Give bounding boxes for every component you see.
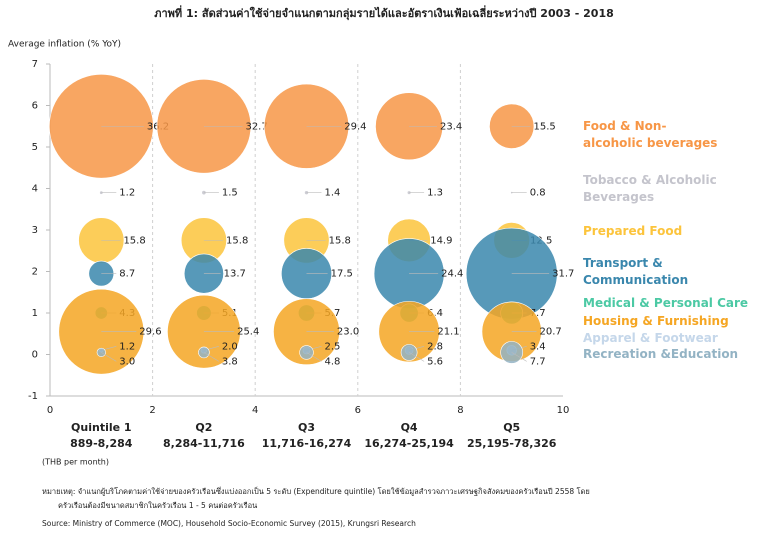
y-tick-label: 5: [32, 142, 38, 153]
value-label: 1.5: [222, 188, 238, 199]
chart-title: ภาพที่ 1: สัดส่วนค่าใช้จ่ายจำแนกตามกลุ่ม…: [154, 5, 614, 21]
x-note: (THB per month): [42, 458, 109, 467]
y-tick-label: 1: [32, 308, 38, 319]
legend-entry: Tobacco & Alcoholic Beverages: [583, 173, 717, 204]
value-label: 15.8: [123, 235, 145, 246]
x-tick-label: 0: [47, 405, 53, 416]
value-label: 2.5: [325, 341, 341, 352]
y-tick-label: 6: [32, 101, 38, 112]
legend-entry: Medical & Personal Care: [583, 296, 749, 310]
category-label: Q3: [298, 421, 315, 434]
value-label: 23.0: [337, 327, 359, 338]
y-tick-label: 7: [32, 59, 38, 70]
value-label: 0.8: [530, 188, 546, 199]
value-label: 32.7: [245, 121, 267, 132]
category-range: 16,274-25,194: [364, 437, 454, 450]
y-tick-label: -1: [28, 391, 38, 402]
value-label: 7.7: [530, 308, 546, 319]
value-label: 31.7: [552, 269, 574, 280]
y-axis-label: Average inflation (% YoY): [8, 40, 121, 50]
legend-entry: Prepared Food: [583, 224, 683, 238]
legend-entry: Housing & Furnishing: [583, 314, 729, 328]
value-label: 15.8: [329, 235, 351, 246]
category-range: 889-8,284: [70, 437, 133, 450]
value-label: 1.4: [325, 188, 341, 199]
value-label: 1.2: [119, 341, 135, 352]
value-label: 20.7: [539, 327, 561, 338]
value-label: 2.0: [222, 341, 238, 352]
value-label: 29.6: [139, 327, 161, 338]
value-label: 5.6: [427, 356, 443, 367]
value-label: 13.7: [224, 269, 246, 280]
y-tick-label: 3: [32, 225, 38, 236]
value-label: 29.4: [344, 121, 366, 132]
leader-line: [306, 352, 322, 362]
value-label: 17.5: [331, 269, 353, 280]
value-label: 21.1: [437, 327, 459, 338]
category-range: 11,716-16,274: [262, 437, 352, 450]
x-tick-label: 4: [252, 405, 258, 416]
legend-entry: Apparel & Footwear: [583, 331, 718, 345]
value-label: 15.8: [226, 235, 248, 246]
value-label: 3.0: [119, 356, 135, 367]
x-tick-label: 8: [457, 405, 463, 416]
value-label: 15.5: [534, 121, 556, 132]
value-label: 8.7: [119, 269, 135, 280]
leader-line: [203, 352, 220, 362]
value-label: 1.3: [427, 188, 443, 199]
leader-line: [408, 352, 425, 362]
footnote: ครัวเรือนต้องมีขนาดสมาชิกในครัวเรือน 1 -…: [58, 501, 257, 510]
legend-entry: Transport & Communication: [583, 256, 689, 287]
leader-line: [101, 352, 117, 362]
legend-entry: Recreation &Education: [583, 347, 739, 361]
x-tick-label: 10: [557, 405, 570, 416]
category-label: Q5: [503, 421, 520, 434]
category-range: 25,195-78,326: [467, 437, 557, 450]
value-label: 7.7: [530, 356, 546, 367]
footnote: หมายเหตุ: จำแนกผู้บริโภคตามค่าใช้จ่ายของ…: [42, 486, 590, 496]
value-label: 6.4: [427, 308, 443, 319]
value-label: 1.2: [119, 188, 135, 199]
y-tick-label: 4: [32, 184, 38, 195]
value-label: 2.8: [427, 341, 443, 352]
category-label: Quintile 1: [71, 421, 132, 434]
legend-entry: Food & Non-alcoholic beverages: [583, 119, 718, 150]
y-tick-label: 2: [32, 267, 38, 278]
category-label: Q2: [195, 421, 212, 434]
source: Source: Ministry of Commerce (MOC), Hous…: [42, 519, 416, 528]
y-tick-label: 0: [32, 350, 38, 361]
value-label: 14.9: [430, 235, 452, 246]
value-label: 3.8: [222, 356, 238, 367]
category-range: 8,284-11,716: [163, 437, 245, 450]
leader-line: [511, 352, 527, 362]
x-tick-label: 2: [149, 405, 155, 416]
category-label: Q4: [401, 421, 418, 434]
value-label: 25.4: [237, 327, 259, 338]
value-label: 23.4: [440, 121, 462, 132]
value-label: 24.4: [441, 269, 463, 280]
x-tick-label: 6: [355, 405, 361, 416]
value-label: 4.8: [325, 356, 341, 367]
value-label: 3.4: [530, 341, 546, 352]
